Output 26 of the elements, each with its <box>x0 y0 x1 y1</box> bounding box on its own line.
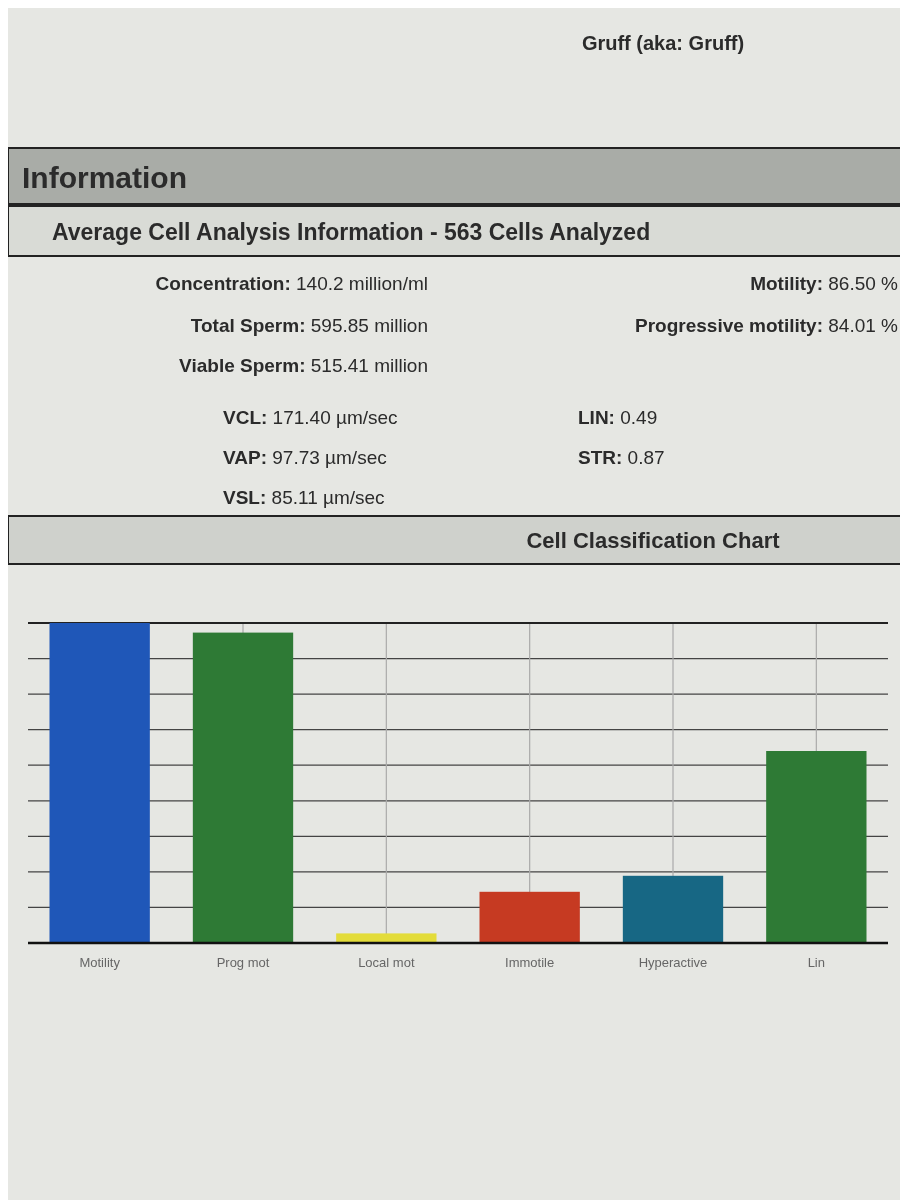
x-tick-label: Prog mot <box>216 955 270 970</box>
x-tick-label: Hyperactive <box>638 955 708 970</box>
text: VSL: 85.11 µm/sec <box>223 487 385 508</box>
text: Viable Sperm: 515.41 million <box>179 355 428 376</box>
text: Progressive motility: 84.01 % <box>635 315 899 336</box>
bar <box>192 632 294 943</box>
bar <box>766 751 867 943</box>
text: Average Cell Analysis Information - 563 Cells Analyzed <box>52 219 651 245</box>
text: Total Sperm: 595.85 million <box>190 315 428 336</box>
bar <box>479 891 580 943</box>
text: Information <box>22 161 187 194</box>
x-tick-label: Immotile <box>505 955 555 970</box>
text: Motility: 86.50 % <box>750 273 899 294</box>
text: Gruff (aka: Gruff) <box>581 32 745 54</box>
x-tick-label: Lin <box>807 955 826 970</box>
bar <box>49 623 150 943</box>
text: VCL: 171.40 µm/sec <box>223 407 398 428</box>
x-tick-label: Motility <box>79 955 121 970</box>
x-tick-label: Local mot <box>358 955 415 970</box>
text: STR: 0.87 <box>578 447 665 468</box>
chart-title: Cell Classification Chart <box>526 528 781 553</box>
bar <box>336 933 437 943</box>
bar <box>622 875 724 943</box>
text: LIN: 0.49 <box>578 407 658 428</box>
text: VAP: 97.73 µm/sec <box>223 447 387 468</box>
text: Concentration: 140.2 million/ml <box>155 273 428 294</box>
